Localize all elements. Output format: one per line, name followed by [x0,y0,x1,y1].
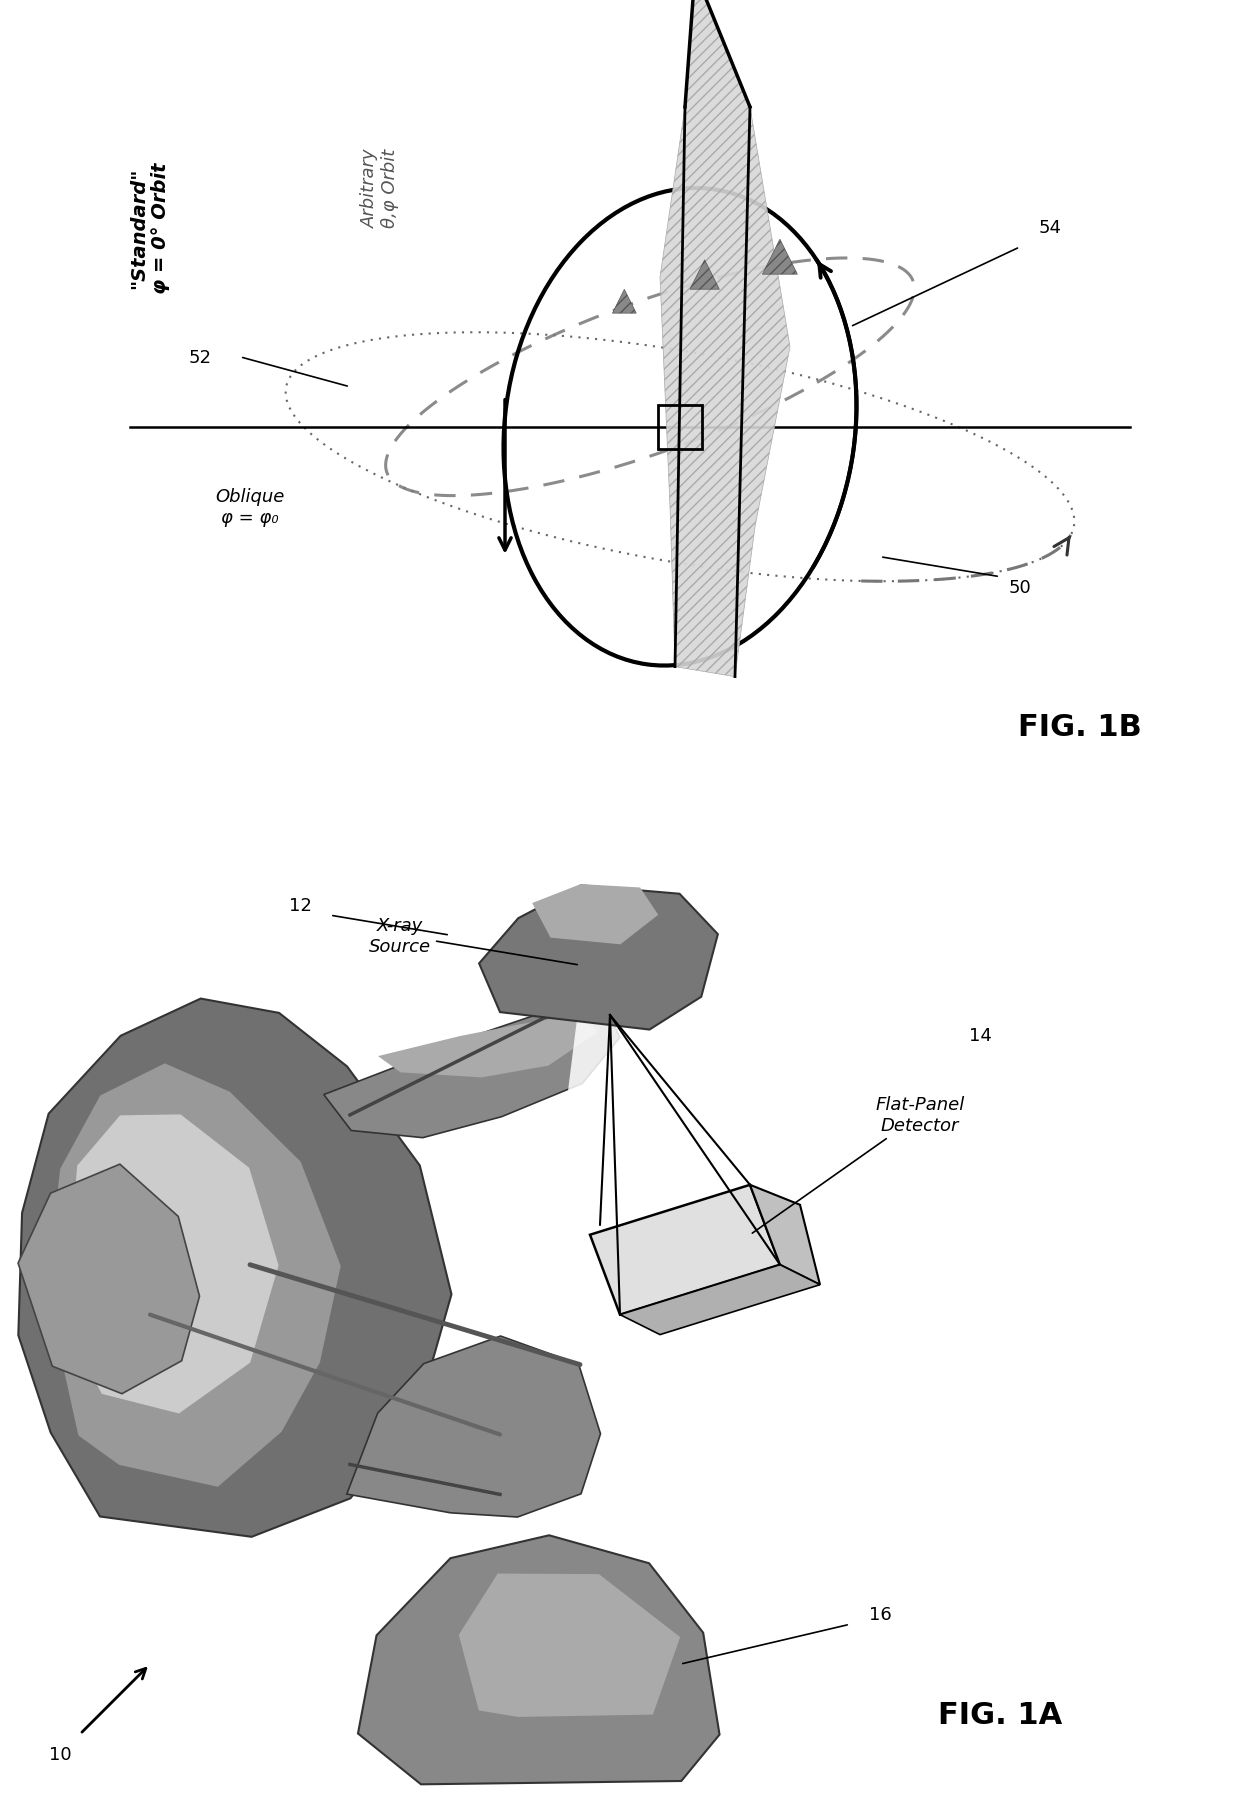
Polygon shape [750,1185,820,1284]
Text: FIG. 1B: FIG. 1B [1018,713,1142,742]
Text: 50: 50 [1008,579,1032,597]
Polygon shape [763,239,797,276]
Polygon shape [378,1014,598,1078]
Text: X-ray
Source: X-ray Source [370,916,578,965]
Text: FIG. 1A: FIG. 1A [937,1700,1063,1729]
Polygon shape [613,290,636,314]
Bar [658,406,702,450]
Polygon shape [50,1063,341,1487]
Text: 16: 16 [869,1605,892,1624]
Polygon shape [324,994,620,1137]
Polygon shape [590,1185,780,1315]
Polygon shape [69,1116,279,1413]
Polygon shape [358,1535,719,1785]
Text: Flat-Panel
Detector: Flat-Panel Detector [753,1096,965,1234]
Text: Oblique
φ = φ₀: Oblique φ = φ₀ [216,488,285,526]
Polygon shape [551,996,780,1295]
Polygon shape [19,1000,451,1536]
Polygon shape [19,1165,200,1393]
Polygon shape [459,1575,680,1718]
Text: Arbitrary
θ,φ Orbit: Arbitrary θ,φ Orbit [361,149,399,227]
Text: 10: 10 [48,1745,72,1763]
Text: 52: 52 [188,348,212,366]
Polygon shape [532,885,658,945]
Polygon shape [620,1264,820,1335]
Text: 14: 14 [968,1027,992,1045]
Polygon shape [660,0,790,677]
Polygon shape [479,885,718,1030]
Text: 54: 54 [1039,219,1061,238]
Text: 12: 12 [289,896,311,914]
Polygon shape [689,261,719,290]
Polygon shape [347,1337,600,1517]
Text: "Standard"
φ = 0° Orbit: "Standard" φ = 0° Orbit [129,161,171,294]
